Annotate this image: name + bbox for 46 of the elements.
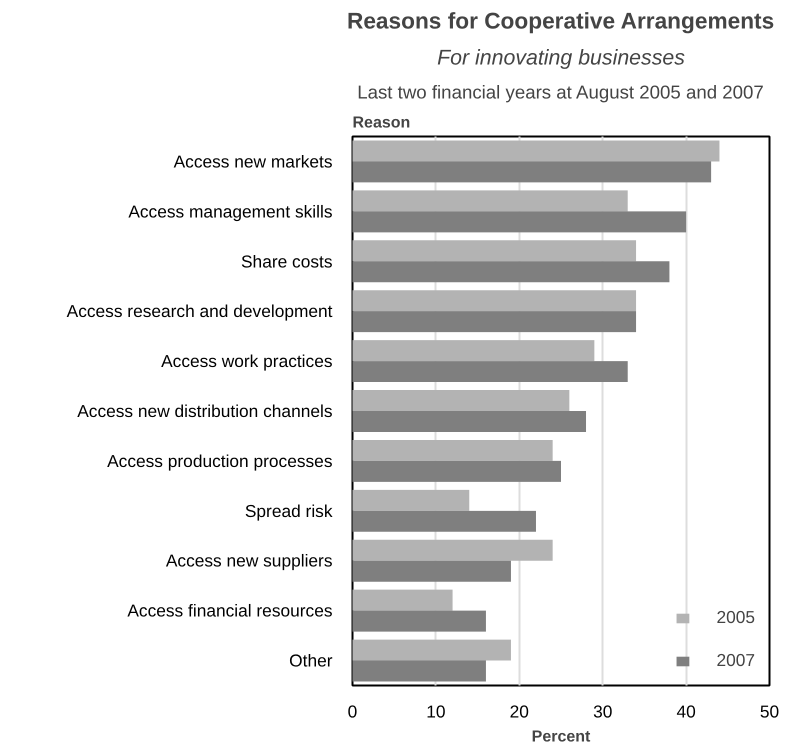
y-tick-label: Access research and development	[66, 301, 333, 322]
bar	[352, 190, 628, 212]
y-tick-label: Access production processes	[107, 450, 333, 471]
bar	[352, 290, 636, 312]
bar	[352, 240, 636, 262]
bar	[352, 161, 712, 182]
bar	[352, 460, 561, 482]
y-tick-label: Access work practices	[161, 351, 333, 372]
y-axis-title: Reason	[352, 114, 410, 132]
bar	[352, 311, 636, 332]
y-tick-label: Share costs	[241, 251, 333, 272]
bar	[352, 411, 586, 432]
y-tick-label: Other	[289, 650, 333, 671]
y-tick-label: Access management skills	[128, 201, 333, 222]
bar	[352, 490, 470, 511]
x-tick-label: 10	[426, 702, 446, 722]
bar	[352, 560, 511, 582]
bar	[352, 440, 553, 461]
bar	[352, 211, 686, 232]
bar	[352, 390, 570, 411]
bar	[352, 540, 553, 561]
bar	[352, 640, 511, 661]
bar	[352, 361, 628, 382]
legend-label: 2007	[716, 650, 755, 671]
x-tick-label: 30	[593, 702, 612, 722]
x-tick-label: 20	[510, 702, 529, 722]
x-tick-label: 0	[348, 702, 358, 722]
chart-subtitle: For innovating businesses	[437, 46, 686, 70]
bar	[352, 261, 670, 282]
y-tick-label: Spread risk	[244, 500, 333, 521]
x-axis-title: Percent	[532, 728, 592, 746]
bar	[352, 340, 594, 362]
x-tick-label: 50	[760, 702, 780, 722]
y-tick-label: Access new markets	[174, 151, 333, 172]
bar	[352, 660, 486, 682]
legend-label: 2005	[716, 607, 755, 628]
y-tick-label: Access financial resources	[127, 600, 333, 621]
y-tick-label: Access new suppliers	[166, 550, 333, 571]
text: Last two financial years at August 2005 and 2007	[357, 82, 764, 102]
x-tick-label: 40	[676, 702, 696, 722]
bar	[352, 510, 536, 532]
bar	[352, 140, 720, 162]
bar	[352, 610, 486, 632]
y-tick-label: Access new distribution channels	[77, 401, 333, 421]
bar	[352, 590, 453, 611]
chart-title: Reasons for Cooperative Arrangements	[346, 8, 774, 34]
